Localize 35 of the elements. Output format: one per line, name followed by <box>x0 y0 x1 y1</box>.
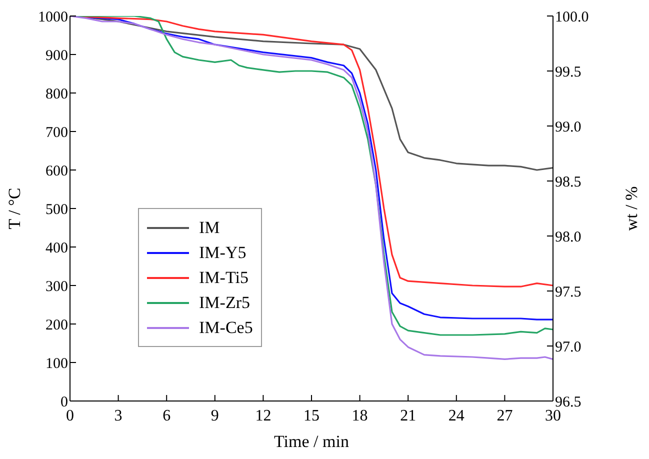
x-tick-label: 24 <box>448 407 464 424</box>
y2-tick-label: 98.0 <box>555 229 582 246</box>
y-axis-title: T / °C <box>5 188 24 230</box>
x-tick-label: 27 <box>496 407 513 424</box>
y-tick-label: 300 <box>46 278 68 295</box>
y-tick-label: 500 <box>46 202 68 218</box>
y-tick-label: 900 <box>46 48 68 64</box>
y2-tick-label: 97.0 <box>555 339 582 356</box>
x-tick-label: 12 <box>255 407 272 424</box>
y-tick-label: 700 <box>46 124 68 141</box>
y-tick-label: 100 <box>46 356 68 372</box>
y2-tick-label: 97.5 <box>555 284 582 300</box>
x-tick-label: 15 <box>304 407 320 424</box>
x-tick-label: 18 <box>352 407 368 424</box>
y-tick-label: 1000 <box>38 9 68 26</box>
y2-tick-label: 99.5 <box>555 64 582 80</box>
y2-tick-label: 98.5 <box>555 174 582 190</box>
y2-tick-label: 99.0 <box>555 119 582 136</box>
y2-tick-label: 100.0 <box>555 9 589 26</box>
x-tick-label: 6 <box>162 407 171 424</box>
legend-label: IM <box>199 218 220 238</box>
legend-label: IM-Ti5 <box>199 268 248 288</box>
x-tick-label: 3 <box>114 407 122 424</box>
legend-label: IM-Y5 <box>199 242 246 262</box>
y-tick-label: 600 <box>46 163 68 180</box>
y2-axis-title: wt / % <box>622 186 642 231</box>
y-tick-label: 800 <box>46 86 68 102</box>
y-tick-label: 400 <box>46 240 68 256</box>
x-tick-label: 9 <box>210 407 219 424</box>
x-axis-title: Time / min <box>274 432 350 451</box>
y-tick-label: 0 <box>60 394 68 410</box>
legend-label: IM-Ce5 <box>199 318 253 338</box>
y-tick-label: 200 <box>46 317 68 334</box>
x-tick-label: 21 <box>400 407 416 424</box>
legend-label: IM-Zr5 <box>199 292 250 312</box>
